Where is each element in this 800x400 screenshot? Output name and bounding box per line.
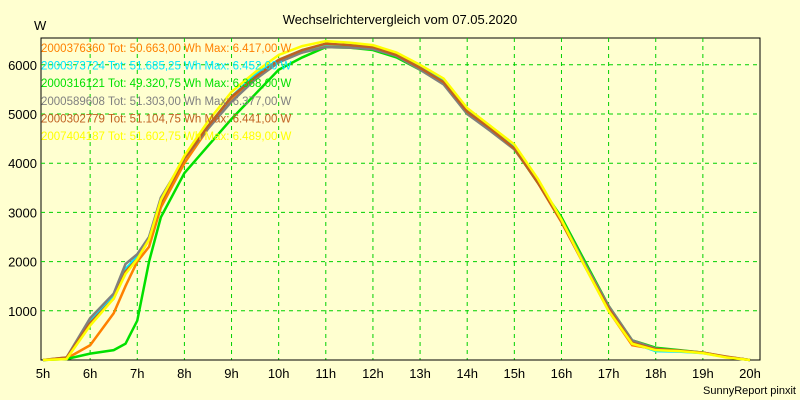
series-line-2000316121 bbox=[42, 45, 751, 362]
x-tick-label: 6h bbox=[83, 366, 97, 381]
x-tick-label: 10h bbox=[268, 366, 290, 381]
legend-entry-2000302779: 2000302779 Tot: 51.104,75 Wh Max: 6.441,… bbox=[41, 113, 292, 125]
y-tick-label: 3000 bbox=[8, 205, 37, 220]
y-tick-label: 6000 bbox=[8, 58, 37, 73]
series-line-2000589608 bbox=[42, 45, 751, 362]
legend-entry-2000316121: 2000316121 Tot: 49.320,75 Wh Max: 6.368,… bbox=[41, 78, 292, 90]
legend-entry-2000589608: 2000589608 Tot: 51.303,00 Wh Max: 6.377,… bbox=[41, 96, 292, 108]
x-tick-label: 15h bbox=[503, 366, 525, 381]
legend-entry-2007404187: 2007404187 Tot: 51.602,75 Wh Max: 6.489,… bbox=[41, 131, 292, 143]
x-tick-label: 16h bbox=[551, 366, 573, 381]
x-tick-label: 18h bbox=[645, 366, 667, 381]
x-tick-label: 11h bbox=[315, 366, 336, 381]
x-tick-label: 5h bbox=[36, 366, 50, 381]
y-tick-label: 2000 bbox=[8, 255, 37, 270]
x-tick-label: 8h bbox=[177, 366, 191, 381]
y-tick-label: 5000 bbox=[8, 107, 37, 122]
x-tick-label: 20h bbox=[739, 366, 761, 381]
y-axis-label: W bbox=[34, 18, 47, 33]
series-line-2000373724 bbox=[42, 42, 751, 362]
x-tick-label: 17h bbox=[598, 366, 620, 381]
series-line-2000302779 bbox=[42, 42, 751, 362]
series-line-2000376360 bbox=[42, 43, 751, 362]
chart-title: Wechselrichtervergleich vom 07.05.2020 bbox=[283, 12, 518, 27]
x-tick-label: 7h bbox=[130, 366, 144, 381]
x-tick-label: 9h bbox=[224, 366, 238, 381]
y-tick-label: 1000 bbox=[8, 304, 37, 319]
x-tick-label: 19h bbox=[692, 366, 714, 381]
y-tick-label: 4000 bbox=[8, 156, 37, 171]
legend-entry-2000373724: 2000373724 Tot: 51.685,25 Wh Max: 6.452,… bbox=[41, 61, 292, 73]
legend-entry-2000376360: 2000376360 Tot: 50.663,00 Wh Max: 6.417,… bbox=[41, 43, 292, 55]
series-line-2007404187 bbox=[42, 39, 751, 362]
x-tick-label: 12h bbox=[362, 366, 384, 381]
x-tick-label: 13h bbox=[409, 366, 431, 381]
x-tick-label: 14h bbox=[456, 366, 478, 381]
footer-credit: SunnyReport pinxit bbox=[703, 385, 796, 397]
